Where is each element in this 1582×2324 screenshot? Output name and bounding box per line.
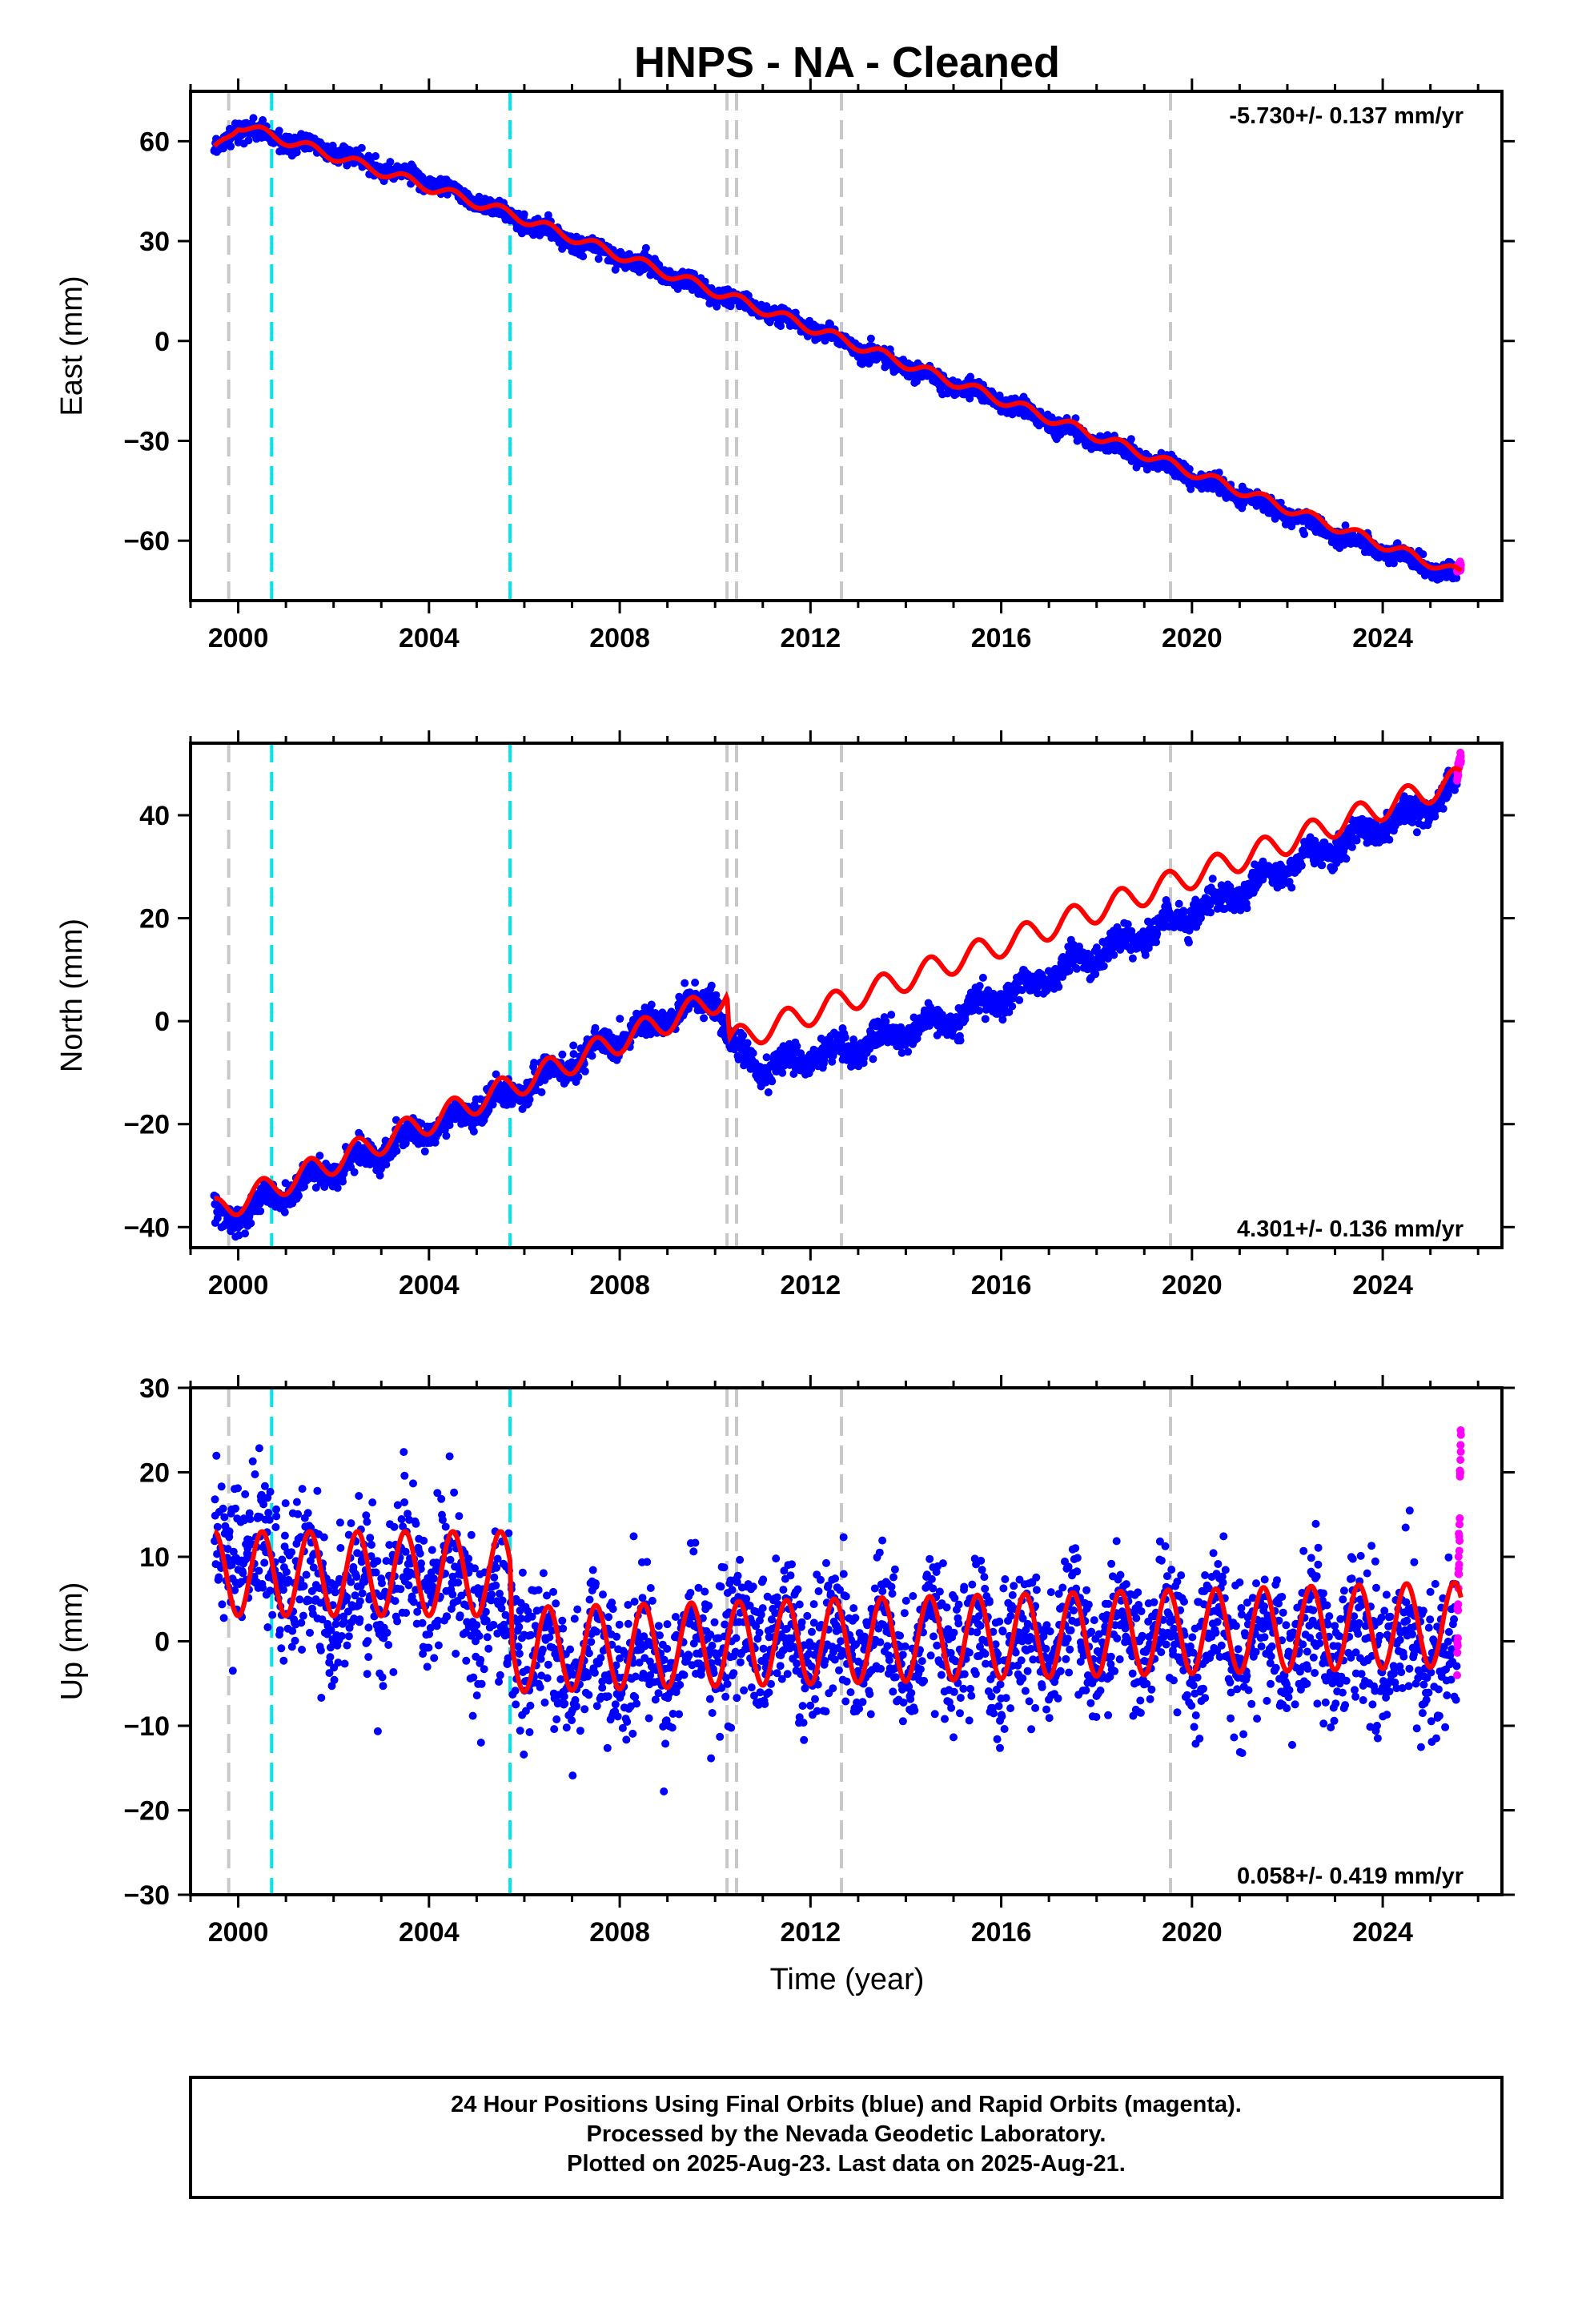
north-final-point [616, 1015, 624, 1023]
east-rate-label: -5.730+/- 0.137 mm/yr [1229, 103, 1464, 129]
north-final-point [247, 1219, 255, 1228]
east-final-point [594, 255, 603, 263]
north-final-point [1128, 954, 1137, 963]
north-final-point [700, 1014, 709, 1023]
east-x-tick-label: 2000 [208, 623, 269, 653]
north-final-point [280, 1208, 289, 1216]
north-final-point [525, 1095, 534, 1104]
north-final-point [749, 1049, 757, 1058]
east-points [210, 114, 1465, 584]
east-final-point [292, 148, 301, 157]
north-final-point [350, 1168, 359, 1176]
east-final-point [1126, 435, 1135, 444]
east-final-point [371, 152, 380, 160]
north-final-point [537, 1088, 546, 1096]
east-model-line [212, 124, 1463, 573]
east-ticks: 2000 2004 2008 2012 2016 2020 2024 −60 −30 0 30 60 [123, 78, 1515, 653]
north-final-point [691, 979, 700, 987]
east-x-tick-label: 2008 [589, 623, 650, 653]
north-final-point [981, 1015, 990, 1023]
north-final-point [1174, 899, 1183, 908]
east-ylabel: East (mm) [55, 275, 89, 416]
north-final-point [841, 1033, 849, 1042]
figure-title: HNPS - NA - Cleaned [634, 38, 1060, 86]
east-x-tick-label: 2024 [1352, 623, 1413, 653]
panel-north: 2000 2004 2008 2012 2016 2020 2024−40−2002040 … [55, 730, 1515, 1301]
north-final-point [1185, 938, 1193, 947]
east-final-point [579, 252, 588, 261]
north-final-point [469, 1127, 478, 1136]
east-final-point [244, 136, 253, 145]
north-final-point [1207, 908, 1215, 917]
east-final-point [275, 127, 283, 135]
east-y-tick-label: 60 [139, 127, 170, 157]
north-final-point [1015, 995, 1024, 1004]
north-final-point [558, 1050, 567, 1059]
east-x-tick-label: 2016 [971, 623, 1032, 653]
east-final-point [520, 210, 528, 219]
north-final-point [295, 1192, 303, 1200]
east-final-point [544, 211, 552, 219]
north-final-point [591, 1023, 600, 1032]
panel-east: 2000 2004 2008 2012 2016 2020 2024−60−3003060 … [55, 78, 1515, 653]
north-final-point [1099, 962, 1108, 971]
north-final-point [956, 1036, 965, 1045]
east-y-tick-label: 30 [139, 227, 170, 257]
north-final-point [978, 973, 987, 982]
north-final-point [1073, 964, 1081, 973]
east-final-point [777, 322, 785, 331]
north-final-point [681, 979, 689, 987]
north-final-point [743, 1039, 752, 1047]
east-final-point [641, 243, 650, 252]
east-final-point [249, 114, 258, 123]
north-final-point [739, 1031, 748, 1039]
north-final-point [904, 1047, 913, 1056]
north-final-point [778, 1068, 787, 1077]
north-final-point [256, 1207, 265, 1216]
east-y-tick-label: −60 [123, 526, 170, 557]
north-final-point [975, 1007, 984, 1015]
north-final-point [442, 1132, 451, 1140]
north-final-point [887, 1011, 896, 1019]
north-final-point [707, 981, 716, 990]
north-points [210, 748, 1465, 1241]
north-final-point [1208, 875, 1217, 883]
north-final-point [764, 1088, 773, 1096]
east-final-point [357, 143, 366, 152]
north-final-point [588, 1051, 596, 1060]
north-final-point [1243, 904, 1251, 913]
north-final-point [241, 1229, 250, 1238]
east-final-point [386, 158, 395, 167]
north-final-point [333, 1184, 342, 1192]
north-final-point [768, 1077, 777, 1086]
north-final-point [998, 1015, 1007, 1024]
north-final-point [869, 1055, 877, 1063]
north-final-point [392, 1147, 401, 1156]
north-final-point [1110, 951, 1118, 959]
north-final-point [1008, 1002, 1017, 1011]
north-final-point [580, 1067, 589, 1076]
east-x-tick-label: 2012 [781, 623, 841, 653]
east-final-point [259, 116, 267, 124]
east-x-tick-label: 2020 [1162, 623, 1223, 653]
east-y-tick-label: 0 [155, 327, 170, 357]
north-final-point [1054, 983, 1063, 991]
north-final-point [1123, 920, 1132, 929]
north-final-point [1065, 967, 1074, 975]
north-final-point [339, 1177, 347, 1186]
north-final-point [647, 1000, 656, 1009]
north-final-point [793, 1042, 801, 1051]
north-final-point [975, 982, 984, 990]
east-y-tick-label: −30 [123, 426, 170, 456]
north-final-point [1287, 883, 1296, 892]
north-final-point [420, 1147, 429, 1156]
east-final-point [1300, 530, 1309, 538]
east-final-point [866, 334, 875, 343]
east-final-point [227, 142, 235, 151]
north-final-point [1141, 951, 1150, 959]
east-x-tick-label: 2004 [399, 623, 460, 653]
north-final-point [569, 1041, 578, 1050]
